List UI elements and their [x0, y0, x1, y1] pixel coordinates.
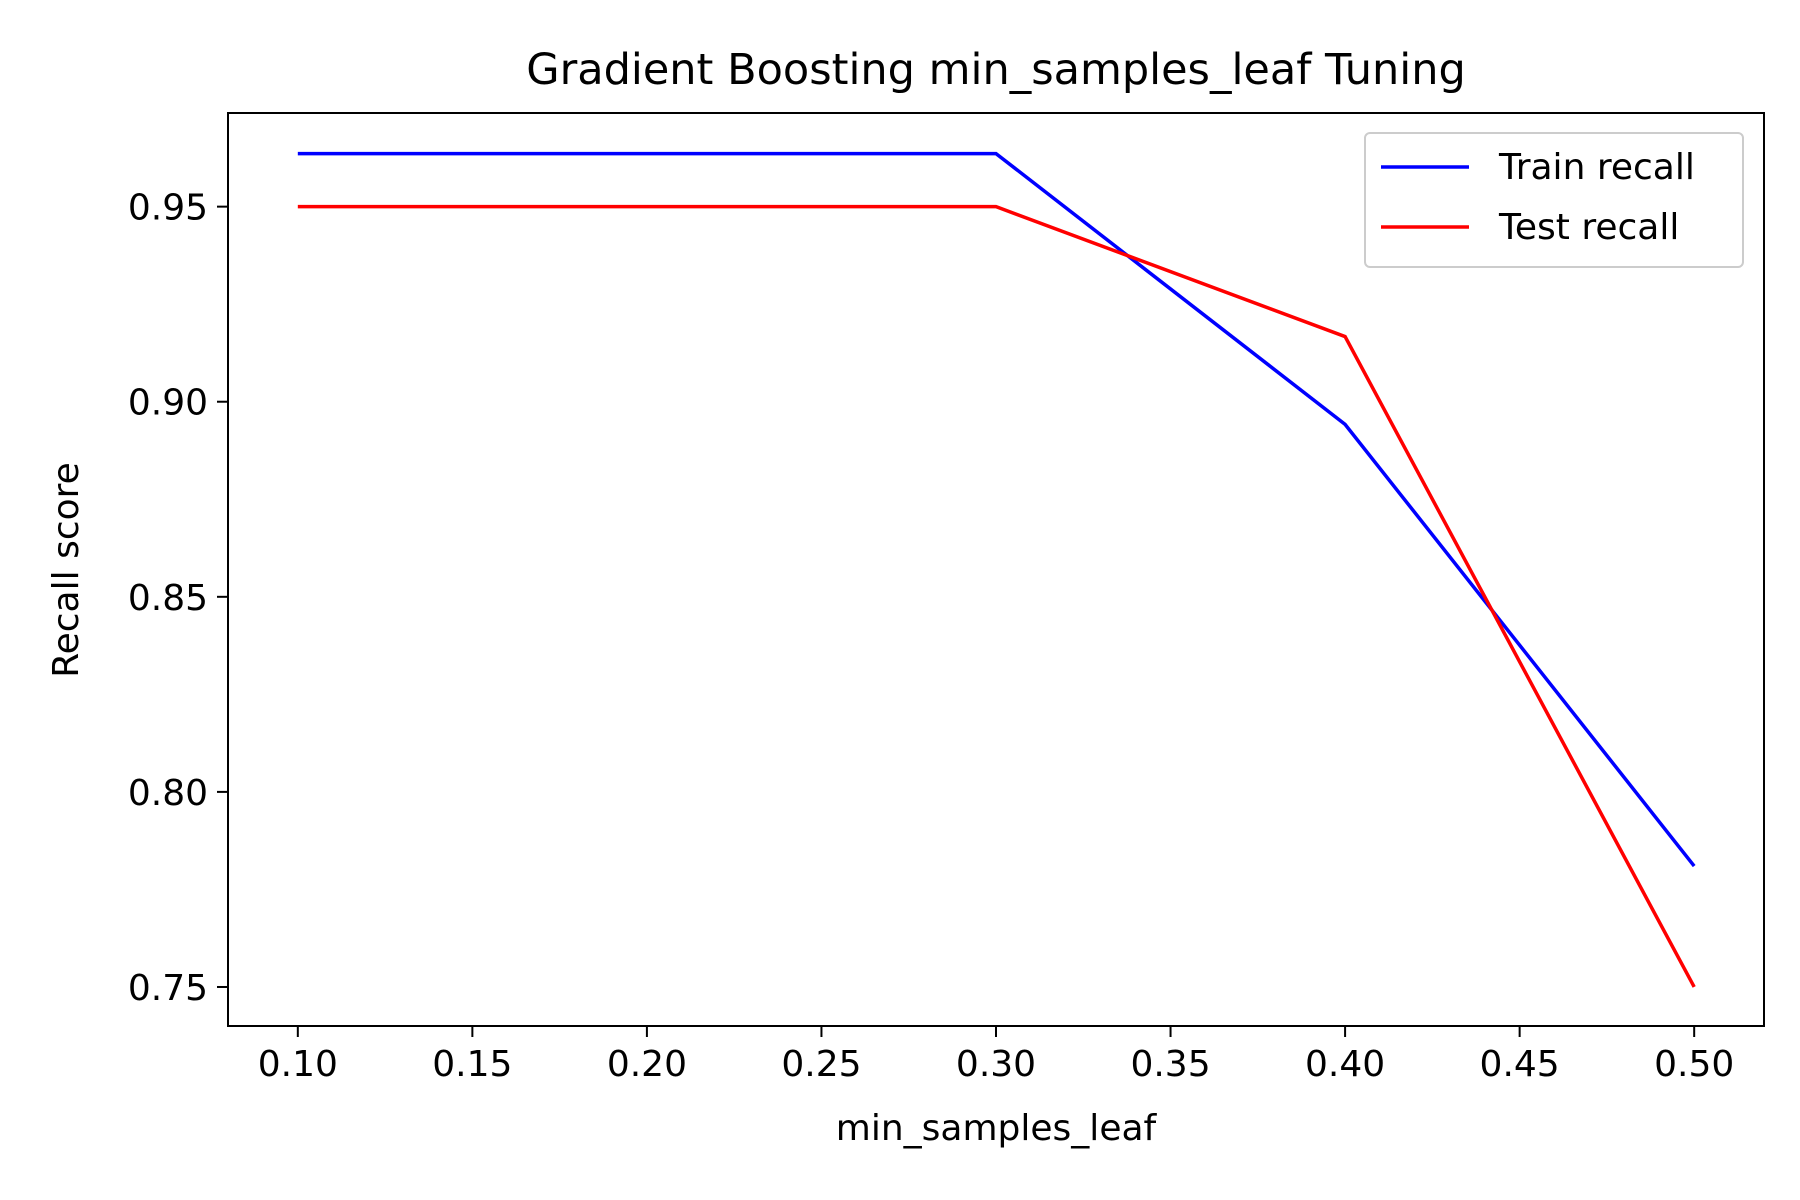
series-line-train-recall — [297, 151, 1696, 868]
x-tick-label: 0.30 — [956, 1044, 1036, 1085]
y-tick-label: 0.90 — [128, 383, 208, 424]
x-tick-label: 0.50 — [1654, 1044, 1734, 1085]
x-tick-label: 0.20 — [607, 1044, 687, 1085]
y-tick-label: 0.85 — [128, 578, 208, 619]
y-tick-label: 0.95 — [128, 188, 208, 229]
x-tick-label: 0.35 — [1130, 1044, 1210, 1085]
x-tick-label: 0.25 — [781, 1044, 861, 1085]
x-tick-label: 0.40 — [1305, 1044, 1385, 1085]
y-tick-label: 0.75 — [128, 968, 208, 1009]
axis-ticks: 0.10 0.15 0.20 0.25 0.30 0.35 0.40 0.45 0.50 0.75… — [128, 188, 1734, 1085]
series-line-test-recall — [297, 204, 1696, 988]
chart-title: Gradient Boosting min_samples_leaf Tunin… — [526, 45, 1466, 95]
x-tick-label: 0.10 — [258, 1044, 338, 1085]
x-axis-label: min_samples_leaf — [836, 1108, 1158, 1149]
data-series — [297, 151, 1696, 988]
legend-label: Train recall — [1498, 147, 1695, 188]
x-tick-label: 0.15 — [432, 1044, 512, 1085]
y-tick-label: 0.80 — [128, 773, 208, 814]
legend-label: Test recall — [1498, 207, 1679, 248]
x-tick-label: 0.45 — [1480, 1044, 1560, 1085]
legend: Train recall Test recall — [1364, 132, 1744, 268]
y-axis-label: Recall score — [46, 462, 87, 678]
